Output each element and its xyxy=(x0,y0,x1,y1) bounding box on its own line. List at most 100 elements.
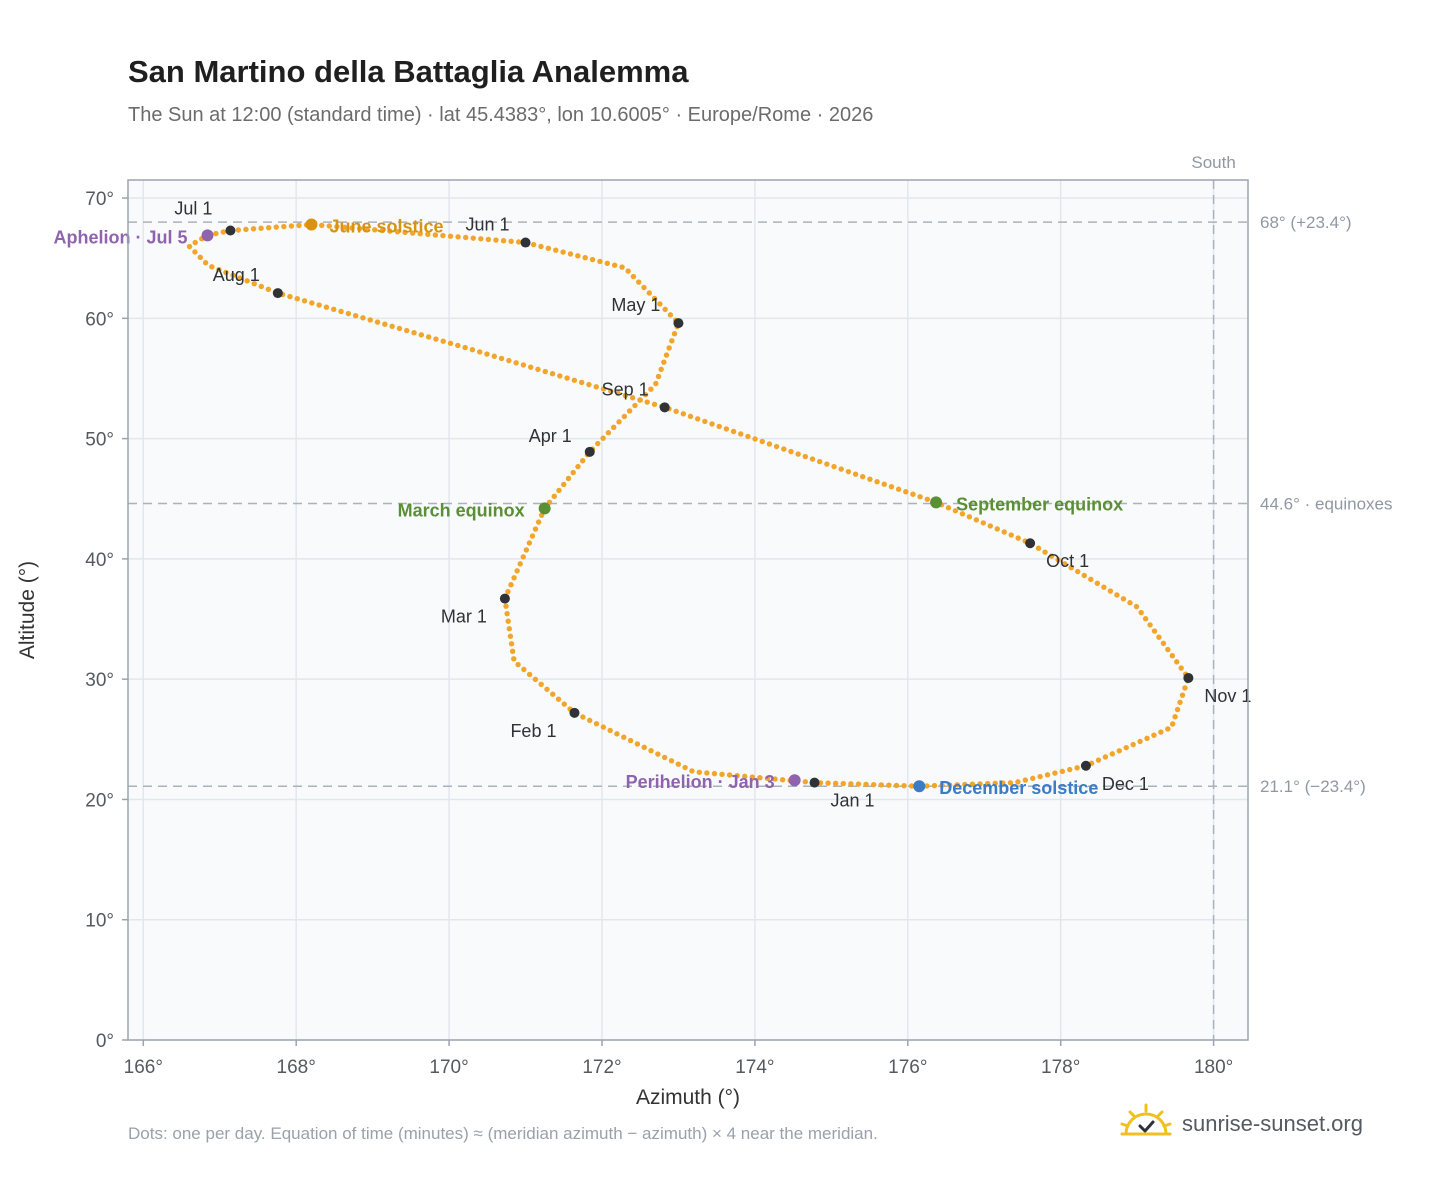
daily-dot xyxy=(973,517,980,523)
daily-dot xyxy=(372,227,378,233)
daily-dot xyxy=(564,375,570,381)
daily-dot xyxy=(867,476,873,482)
daily-dot xyxy=(924,496,931,502)
daily-dot xyxy=(535,519,542,525)
daily-dot xyxy=(555,696,562,702)
month-marker xyxy=(272,288,283,299)
analemma-curve xyxy=(186,222,1191,789)
daily-dot xyxy=(258,225,264,231)
daily-dot xyxy=(1107,588,1114,594)
daily-dot xyxy=(469,347,476,353)
daily-dot xyxy=(694,416,701,422)
daily-dot xyxy=(455,234,461,240)
daily-dot xyxy=(682,764,688,771)
daily-dot xyxy=(1130,741,1136,748)
daily-dot xyxy=(711,770,718,777)
daily-dot xyxy=(1101,584,1107,590)
daily-dot xyxy=(924,783,930,789)
daily-dot xyxy=(192,239,198,246)
daily-dot xyxy=(824,461,830,467)
daily-dot xyxy=(338,308,344,315)
daily-dot xyxy=(593,721,600,727)
daily-dot xyxy=(863,781,869,788)
daily-dot xyxy=(273,224,279,230)
daily-dot xyxy=(553,247,559,253)
daily-dot xyxy=(506,357,512,364)
daily-dot xyxy=(582,255,588,261)
month-marker xyxy=(1025,538,1036,549)
daily-dot xyxy=(1007,780,1014,786)
daily-dot xyxy=(661,359,667,365)
event-marker xyxy=(788,774,801,787)
daily-dot xyxy=(1151,732,1157,738)
daily-dot xyxy=(734,772,740,779)
daily-dot xyxy=(759,438,765,445)
daily-dot xyxy=(945,505,952,511)
daily-dot xyxy=(527,364,534,370)
daily-dot xyxy=(745,433,751,440)
daily-dot xyxy=(1015,535,1021,541)
daily-dot xyxy=(544,686,550,692)
x-tick-label: 168° xyxy=(277,1057,316,1078)
daily-dot xyxy=(757,775,763,781)
daily-dot xyxy=(696,769,703,775)
daily-dot xyxy=(281,223,287,230)
daily-dot xyxy=(244,278,250,284)
month-label: Sep 1 xyxy=(602,379,649,399)
daily-dot xyxy=(1138,609,1144,616)
brand[interactable]: sunrise-sunset.org xyxy=(1120,1102,1363,1146)
daily-dot xyxy=(296,222,302,229)
daily-dot xyxy=(1174,659,1180,665)
daily-dot xyxy=(667,312,674,318)
y-tick-label: 30° xyxy=(85,670,114,691)
daily-dot xyxy=(772,776,778,782)
daily-dot xyxy=(575,253,581,259)
daily-dot xyxy=(840,780,846,787)
daily-dot xyxy=(511,656,517,662)
daily-dot xyxy=(530,241,537,248)
daily-dot xyxy=(742,773,748,780)
daily-dot xyxy=(673,408,679,415)
month-marker xyxy=(584,446,595,457)
daily-dot xyxy=(595,440,601,447)
daily-dot xyxy=(516,239,522,245)
daily-dot xyxy=(977,781,983,787)
daily-dot xyxy=(503,603,509,609)
daily-dot xyxy=(404,327,410,334)
daily-dot xyxy=(597,258,603,265)
daily-dot xyxy=(779,777,786,783)
daily-dot xyxy=(648,747,654,754)
month-label: Aug 1 xyxy=(213,265,260,285)
daily-dot xyxy=(545,245,552,252)
daily-dot xyxy=(1035,545,1042,551)
daily-dot xyxy=(1067,766,1073,773)
daily-dot xyxy=(538,681,544,688)
daily-dot xyxy=(287,293,293,300)
daily-dot xyxy=(663,352,670,358)
south-label: South xyxy=(1191,153,1235,172)
daily-dot xyxy=(570,469,576,476)
month-marker xyxy=(569,707,580,718)
daily-dot xyxy=(551,493,557,500)
month-marker xyxy=(499,593,510,604)
daily-dot xyxy=(514,568,520,574)
daily-dot xyxy=(326,223,333,229)
daily-dot xyxy=(966,514,973,520)
daily-dot xyxy=(1000,780,1006,786)
daily-dot xyxy=(987,523,994,529)
daily-dot xyxy=(901,782,907,789)
daily-dot xyxy=(425,334,432,340)
daily-dot xyxy=(655,751,661,757)
daily-dot xyxy=(520,554,526,560)
daily-dot xyxy=(1151,628,1158,634)
daily-dot xyxy=(630,273,637,280)
daily-dot xyxy=(379,227,386,234)
daily-dot xyxy=(462,234,469,241)
daily-dot xyxy=(367,317,373,323)
daily-dot xyxy=(1114,592,1120,598)
daily-dot xyxy=(505,588,511,595)
y-tick-label: 20° xyxy=(85,790,114,811)
daily-dot xyxy=(356,225,363,232)
daily-dot xyxy=(738,431,744,437)
month-marker xyxy=(809,777,820,788)
